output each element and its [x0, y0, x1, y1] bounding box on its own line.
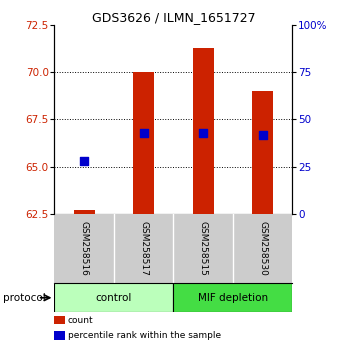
Text: GSM258516: GSM258516 — [80, 221, 89, 276]
Bar — [193, 47, 214, 214]
Bar — [74, 210, 95, 214]
Point — [260, 132, 265, 137]
Text: GSM258530: GSM258530 — [258, 221, 267, 276]
Text: GSM258517: GSM258517 — [139, 221, 148, 276]
Text: count: count — [68, 316, 94, 325]
Text: GSM258515: GSM258515 — [199, 221, 208, 276]
Title: GDS3626 / ILMN_1651727: GDS3626 / ILMN_1651727 — [91, 11, 255, 24]
Point — [81, 158, 87, 164]
Point — [141, 130, 146, 136]
Bar — [133, 72, 154, 214]
Point — [200, 130, 206, 136]
Text: MIF depletion: MIF depletion — [198, 293, 268, 303]
Bar — [173, 283, 292, 312]
Text: percentile rank within the sample: percentile rank within the sample — [68, 331, 221, 340]
Text: control: control — [96, 293, 132, 303]
Bar — [252, 91, 273, 214]
Text: protocol: protocol — [3, 293, 46, 303]
Bar — [54, 283, 173, 312]
